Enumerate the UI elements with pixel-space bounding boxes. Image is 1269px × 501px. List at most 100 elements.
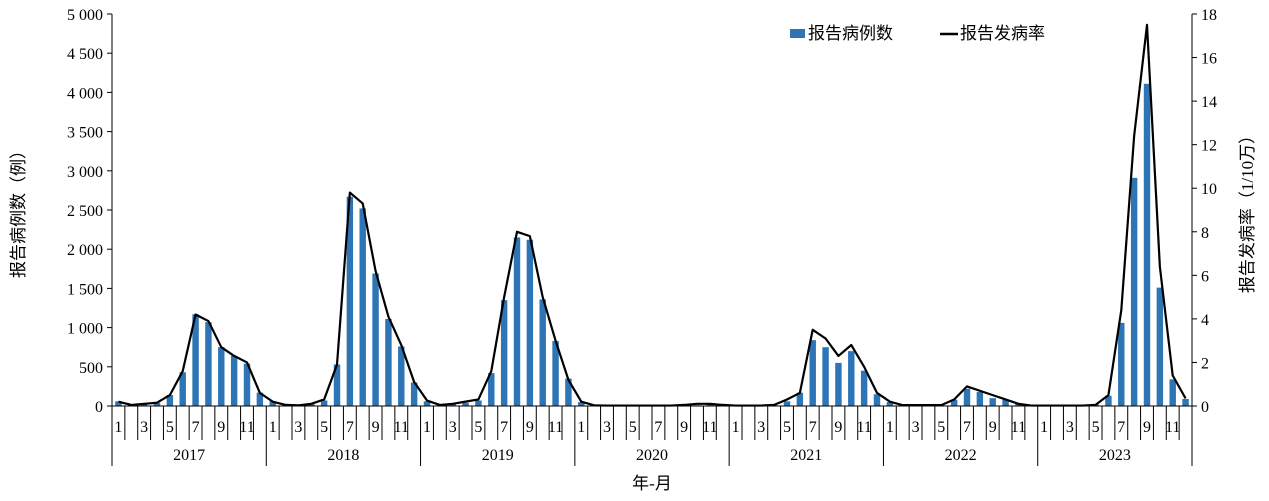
bar bbox=[976, 391, 984, 406]
month-tick-label: 5 bbox=[320, 419, 328, 436]
month-tick-label: 3 bbox=[912, 419, 920, 436]
month-tick-label: 3 bbox=[1066, 419, 1074, 436]
left-tick-label: 3 500 bbox=[67, 125, 103, 142]
bar bbox=[192, 314, 199, 406]
month-tick-label: 1 bbox=[1040, 419, 1048, 436]
right-tick-label: 14 bbox=[1201, 94, 1217, 111]
left-axis-ticks: 0 500 1 000 1 500 2 000 2 500 3 000 3 500 4 000 4… bbox=[67, 7, 112, 416]
bar bbox=[115, 401, 122, 406]
bar bbox=[848, 351, 855, 406]
left-tick-label: 4 500 bbox=[67, 46, 103, 63]
bar bbox=[1130, 177, 1138, 406]
year-tick-label: 2021 bbox=[790, 447, 822, 464]
bar bbox=[565, 378, 572, 406]
legend-line-label: 报告发病率 bbox=[960, 24, 1045, 43]
left-tick-label: 500 bbox=[79, 360, 103, 377]
month-tick-label: 9 bbox=[526, 419, 534, 436]
month-tick-label: 11 bbox=[239, 419, 254, 436]
bar bbox=[423, 401, 431, 406]
rate-line bbox=[118, 23, 1187, 407]
bar bbox=[153, 402, 161, 406]
bar bbox=[886, 402, 894, 406]
bar bbox=[1182, 398, 1189, 406]
bar bbox=[346, 196, 354, 406]
x-axis-label: 年-月 bbox=[632, 474, 672, 493]
month-tick-label: 11 bbox=[856, 419, 871, 436]
bar bbox=[835, 362, 842, 406]
bar bbox=[989, 398, 996, 406]
left-tick-label: 0 bbox=[95, 399, 103, 416]
bar bbox=[1156, 287, 1164, 406]
month-tick-label: 1 bbox=[423, 419, 431, 436]
bar bbox=[1002, 399, 1009, 406]
bar bbox=[1169, 379, 1176, 406]
bar bbox=[359, 208, 366, 406]
year-tick-label: 2019 bbox=[482, 447, 514, 464]
month-tick-label: 7 bbox=[192, 419, 200, 436]
bar bbox=[333, 364, 341, 406]
month-tick-label: 9 bbox=[1143, 419, 1151, 436]
left-tick-label: 3 000 bbox=[67, 164, 103, 181]
bar bbox=[320, 400, 328, 406]
bar bbox=[488, 373, 495, 406]
month-tick-label: 7 bbox=[809, 419, 817, 436]
bar bbox=[526, 239, 534, 406]
left-tick-label: 4 000 bbox=[67, 85, 103, 102]
month-tick-label: 7 bbox=[1117, 419, 1125, 436]
bar bbox=[256, 392, 264, 406]
month-tick-label: 5 bbox=[474, 419, 482, 436]
month-tick-label: 3 bbox=[757, 419, 765, 436]
bar bbox=[166, 395, 174, 406]
right-tick-label: 18 bbox=[1201, 7, 1217, 24]
bar bbox=[578, 402, 585, 406]
bar bbox=[398, 346, 405, 406]
bar-series bbox=[115, 83, 1189, 406]
bar bbox=[822, 347, 829, 406]
month-tick-label: 7 bbox=[963, 419, 971, 436]
right-tick-label: 0 bbox=[1201, 399, 1209, 416]
right-tick-label: 10 bbox=[1201, 181, 1217, 198]
month-tick-label: 3 bbox=[603, 419, 611, 436]
right-tick-label: 12 bbox=[1201, 138, 1217, 155]
right-tick-label: 16 bbox=[1201, 51, 1217, 68]
month-tick-label: 11 bbox=[1165, 419, 1180, 436]
month-tick-label: 5 bbox=[783, 419, 791, 436]
month-tick-label: 3 bbox=[449, 419, 457, 436]
bar bbox=[796, 392, 804, 406]
month-tick-label: 5 bbox=[937, 419, 945, 436]
month-tick-label: 5 bbox=[166, 419, 174, 436]
month-tick-label: 11 bbox=[548, 419, 563, 436]
bar bbox=[513, 237, 521, 406]
month-tick-label: 7 bbox=[654, 419, 662, 436]
bar bbox=[372, 273, 379, 406]
bar bbox=[873, 394, 881, 406]
bar bbox=[179, 372, 186, 406]
month-tick-label: 3 bbox=[140, 419, 148, 436]
bar bbox=[783, 401, 791, 406]
legend-bar-label: 报告病例数 bbox=[808, 24, 893, 43]
bar bbox=[706, 404, 714, 406]
month-tick-label: 9 bbox=[372, 419, 380, 436]
left-tick-label: 2 500 bbox=[67, 203, 103, 220]
right-tick-label: 6 bbox=[1201, 268, 1209, 285]
bar bbox=[269, 401, 276, 406]
right-axis-ticks: 0 2 4 6 8 10 12 14 16 18 bbox=[1192, 7, 1217, 416]
bar bbox=[410, 382, 418, 406]
bar bbox=[950, 399, 958, 406]
bar bbox=[860, 370, 868, 406]
bar bbox=[539, 299, 546, 406]
month-tick-label: 11 bbox=[1011, 419, 1026, 436]
month-tick-label: 11 bbox=[702, 419, 717, 436]
legend-bar-swatch bbox=[790, 29, 805, 38]
bar bbox=[500, 300, 508, 406]
month-tick-label: 7 bbox=[346, 419, 354, 436]
year-tick-label: 2017 bbox=[173, 447, 205, 464]
month-tick-label: 1 bbox=[114, 419, 122, 436]
bar bbox=[385, 318, 392, 406]
month-tick-label: 11 bbox=[394, 419, 409, 436]
bar bbox=[1143, 83, 1151, 406]
year-tick-label: 2018 bbox=[327, 447, 359, 464]
bar bbox=[230, 355, 238, 406]
month-tick-label: 1 bbox=[577, 419, 585, 436]
